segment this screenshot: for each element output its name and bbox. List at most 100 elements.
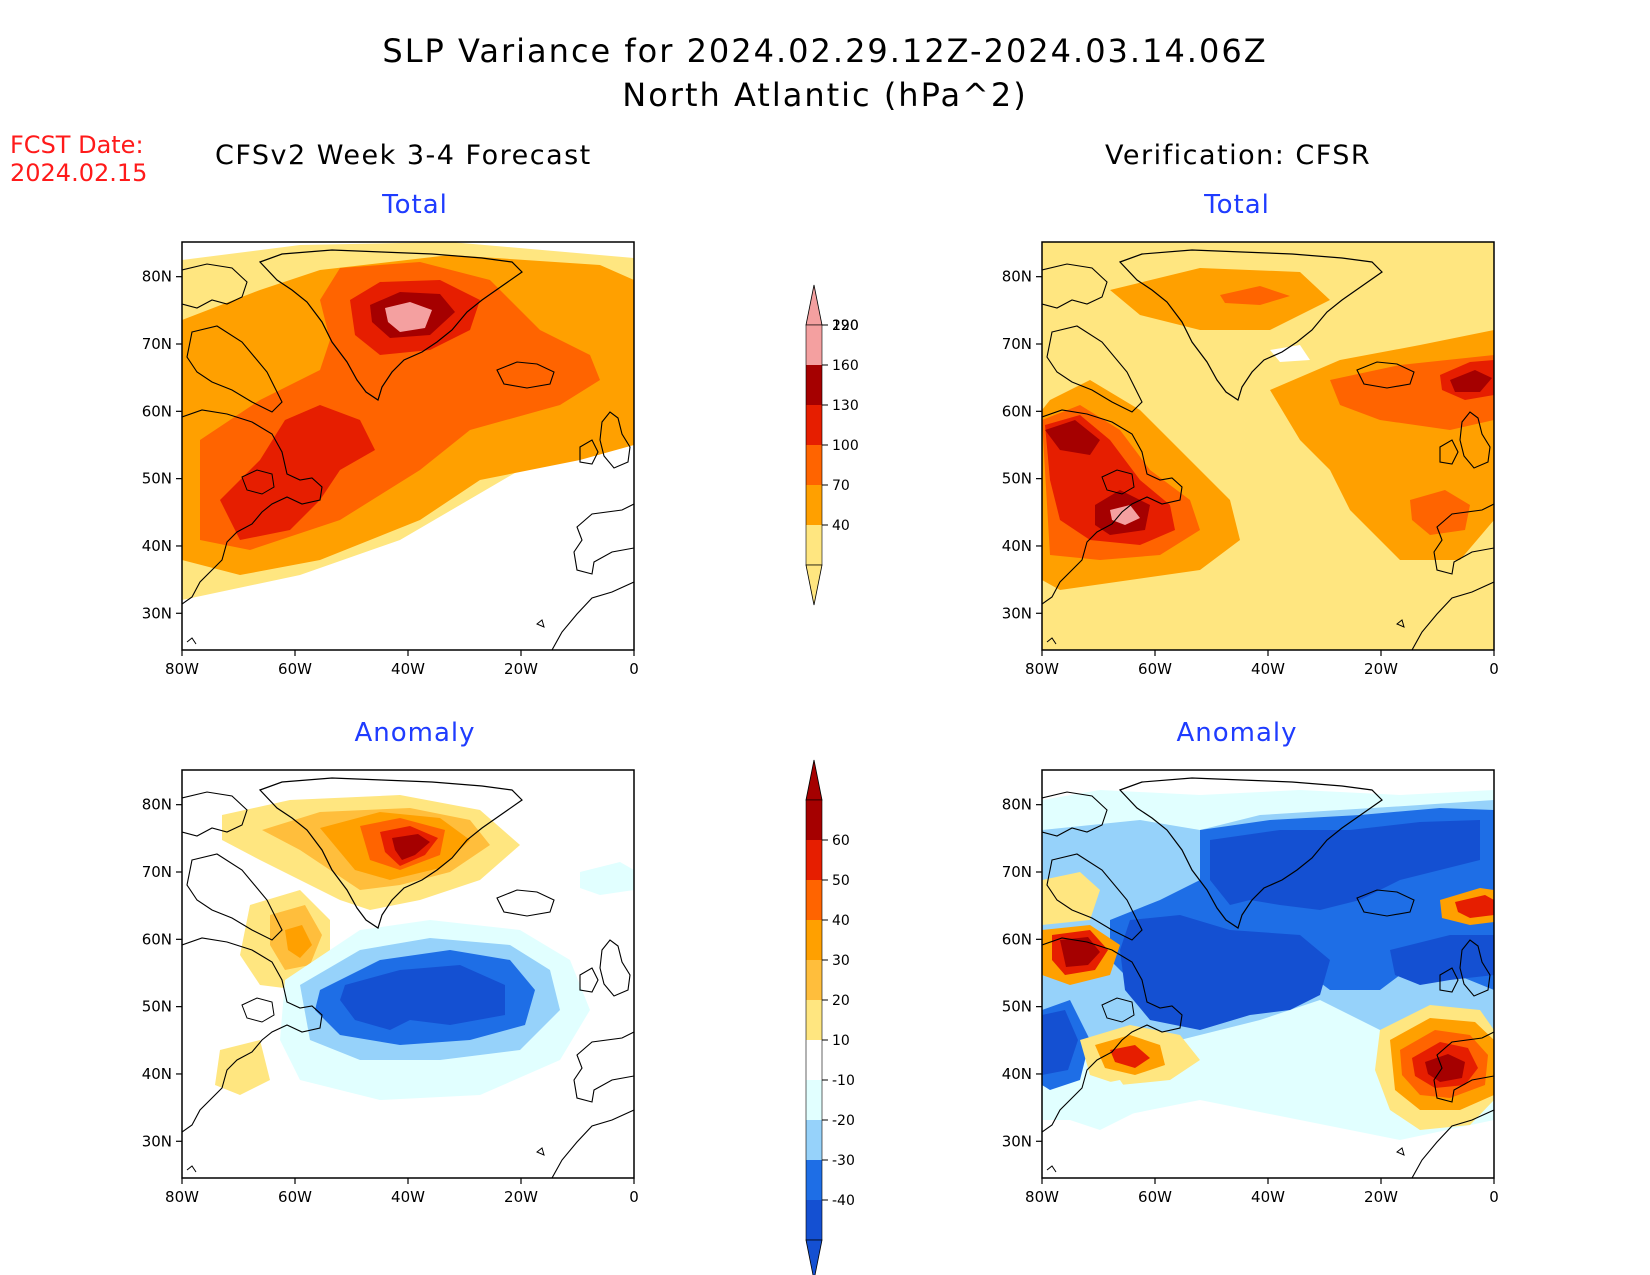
lat-tick-label: 60N [1002, 402, 1032, 420]
main-subtitle: North Atlantic (hPa^2) [622, 76, 1028, 114]
lat-tick-label: 40N [142, 1065, 172, 1083]
verification-header: Verification: CFSR [1105, 140, 1372, 171]
fcst-date-label: FCST Date: [10, 131, 144, 159]
lat-tick-label: 80N [1002, 268, 1032, 286]
anomaly-colorbar: -40 -30 -20 -10 10 20 30 40 50 60 [805, 759, 855, 1275]
panel-title-verification-total: Total [1204, 190, 1270, 220]
colorbar-label: 220 [832, 318, 859, 334]
lon-tick-label: 60W [278, 660, 312, 678]
lat-tick-label: 50N [1002, 998, 1032, 1016]
colorbar-swatch [806, 1080, 822, 1120]
map-forecast-total [181, 241, 635, 651]
panel-title-verification-anomaly: Anomaly [1176, 718, 1298, 748]
map-verification-total [1041, 241, 1495, 651]
lat-tick-label: 70N [142, 863, 172, 881]
lat-tick-label: 60N [142, 402, 172, 420]
lon-tick-label: 20W [1364, 1188, 1398, 1206]
lat-tick-label: 30N [1002, 604, 1032, 622]
colorbar-label: 50 [832, 873, 850, 889]
lon-tick-label: 40W [391, 660, 425, 678]
colorbar-swatch [806, 485, 822, 525]
lat-tick-label: 30N [142, 1132, 172, 1150]
colorbar-swatch [806, 800, 822, 840]
lat-tick-label: 50N [142, 998, 172, 1016]
colorbar-label: -20 [832, 1113, 855, 1129]
lat-tick-label: 30N [1002, 1132, 1032, 1150]
panel-title-forecast-total: Total [382, 190, 448, 220]
colorbar-swatch [806, 325, 822, 365]
lon-tick-label: 20W [504, 1188, 538, 1206]
total-colorbar: 40 70 100 130 160 190 [805, 284, 859, 606]
forecast-header: CFSv2 Week 3-4 Forecast [215, 140, 592, 171]
colorbar-label: 10 [832, 1033, 850, 1049]
colorbar-label: 70 [832, 478, 850, 494]
lat-tick-label: 80N [142, 268, 172, 286]
colorbar-label: 40 [832, 913, 850, 929]
lon-tick-label: 40W [1251, 1188, 1285, 1206]
colorbar-swatch [806, 445, 822, 485]
colorbar-label: 100 [832, 438, 859, 454]
colorbar-label: 130 [832, 398, 859, 414]
colorbar-label: 40 [832, 518, 850, 534]
lat-tick-label: 40N [1002, 537, 1032, 555]
lat-tick-label: 70N [1002, 335, 1032, 353]
colorbar-label: 30 [832, 953, 850, 969]
lon-tick-label: 80W [165, 1188, 199, 1206]
colorbar-label: 160 [832, 358, 859, 374]
panel-title-forecast-anomaly: Anomaly [354, 718, 476, 748]
colorbar-swatch [806, 960, 822, 1000]
lat-tick-label: 60N [1002, 930, 1032, 948]
lon-tick-label: 0 [629, 1188, 639, 1206]
colorbar-swatch [806, 1120, 822, 1160]
lon-tick-label: 60W [278, 1188, 312, 1206]
colorbar-label: -40 [832, 1193, 855, 1209]
lon-tick-label: 20W [1364, 660, 1398, 678]
colorbar-label: 60 [832, 833, 850, 849]
lon-tick-label: 80W [1025, 660, 1059, 678]
colorbar-swatch [806, 1040, 822, 1080]
colorbar-swatch [806, 1000, 822, 1040]
fcst-date-value: 2024.02.15 [10, 159, 148, 187]
colorbar-swatch [806, 1200, 822, 1240]
colorbar-arrow-bottom [805, 564, 823, 606]
map-axes: 80N 70N 60N 50N 40N 30N 80W 60W 40W 20W 0 80N 70N 60N… [142, 268, 1499, 1206]
lon-tick-label: 0 [1489, 660, 1499, 678]
colorbar-arrow-top [805, 759, 823, 801]
colorbar-swatch [806, 920, 822, 960]
lat-tick-label: 60N [142, 930, 172, 948]
lat-tick-label: 50N [142, 470, 172, 488]
lat-tick-label: 80N [1002, 796, 1032, 814]
lat-tick-label: 40N [142, 537, 172, 555]
lat-tick-label: 70N [1002, 863, 1032, 881]
map-verification-anomaly [1041, 769, 1495, 1179]
colorbar-swatch [806, 840, 822, 880]
lat-tick-label: 80N [142, 796, 172, 814]
colorbar-label: -10 [832, 1073, 855, 1089]
lon-tick-label: 0 [629, 660, 639, 678]
lon-tick-label: 40W [1251, 660, 1285, 678]
colorbar-swatch [806, 525, 822, 565]
colorbar-swatch [806, 365, 822, 405]
colorbar-arrow-top [805, 284, 823, 326]
lat-tick-label: 40N [1002, 1065, 1032, 1083]
colorbar-swatch [806, 1160, 822, 1200]
lon-tick-label: 60W [1138, 660, 1172, 678]
colorbar-swatch [806, 405, 822, 445]
main-title: SLP Variance for 2024.02.29.12Z-2024.03.… [382, 32, 1268, 70]
map-forecast-anomaly [181, 769, 635, 1179]
lon-tick-label: 40W [391, 1188, 425, 1206]
lon-tick-label: 20W [504, 660, 538, 678]
lat-tick-label: 70N [142, 335, 172, 353]
colorbar-label: 190 [832, 318, 859, 334]
colorbar-swatch [806, 880, 822, 920]
colorbar-arrow-bottom [805, 1239, 823, 1275]
lon-tick-label: 80W [165, 660, 199, 678]
colorbar-label: -30 [832, 1153, 855, 1169]
colorbar-label: 20 [832, 993, 850, 1009]
lat-tick-label: 50N [1002, 470, 1032, 488]
lon-tick-label: 80W [1025, 1188, 1059, 1206]
lat-tick-label: 30N [142, 604, 172, 622]
lon-tick-label: 0 [1489, 1188, 1499, 1206]
